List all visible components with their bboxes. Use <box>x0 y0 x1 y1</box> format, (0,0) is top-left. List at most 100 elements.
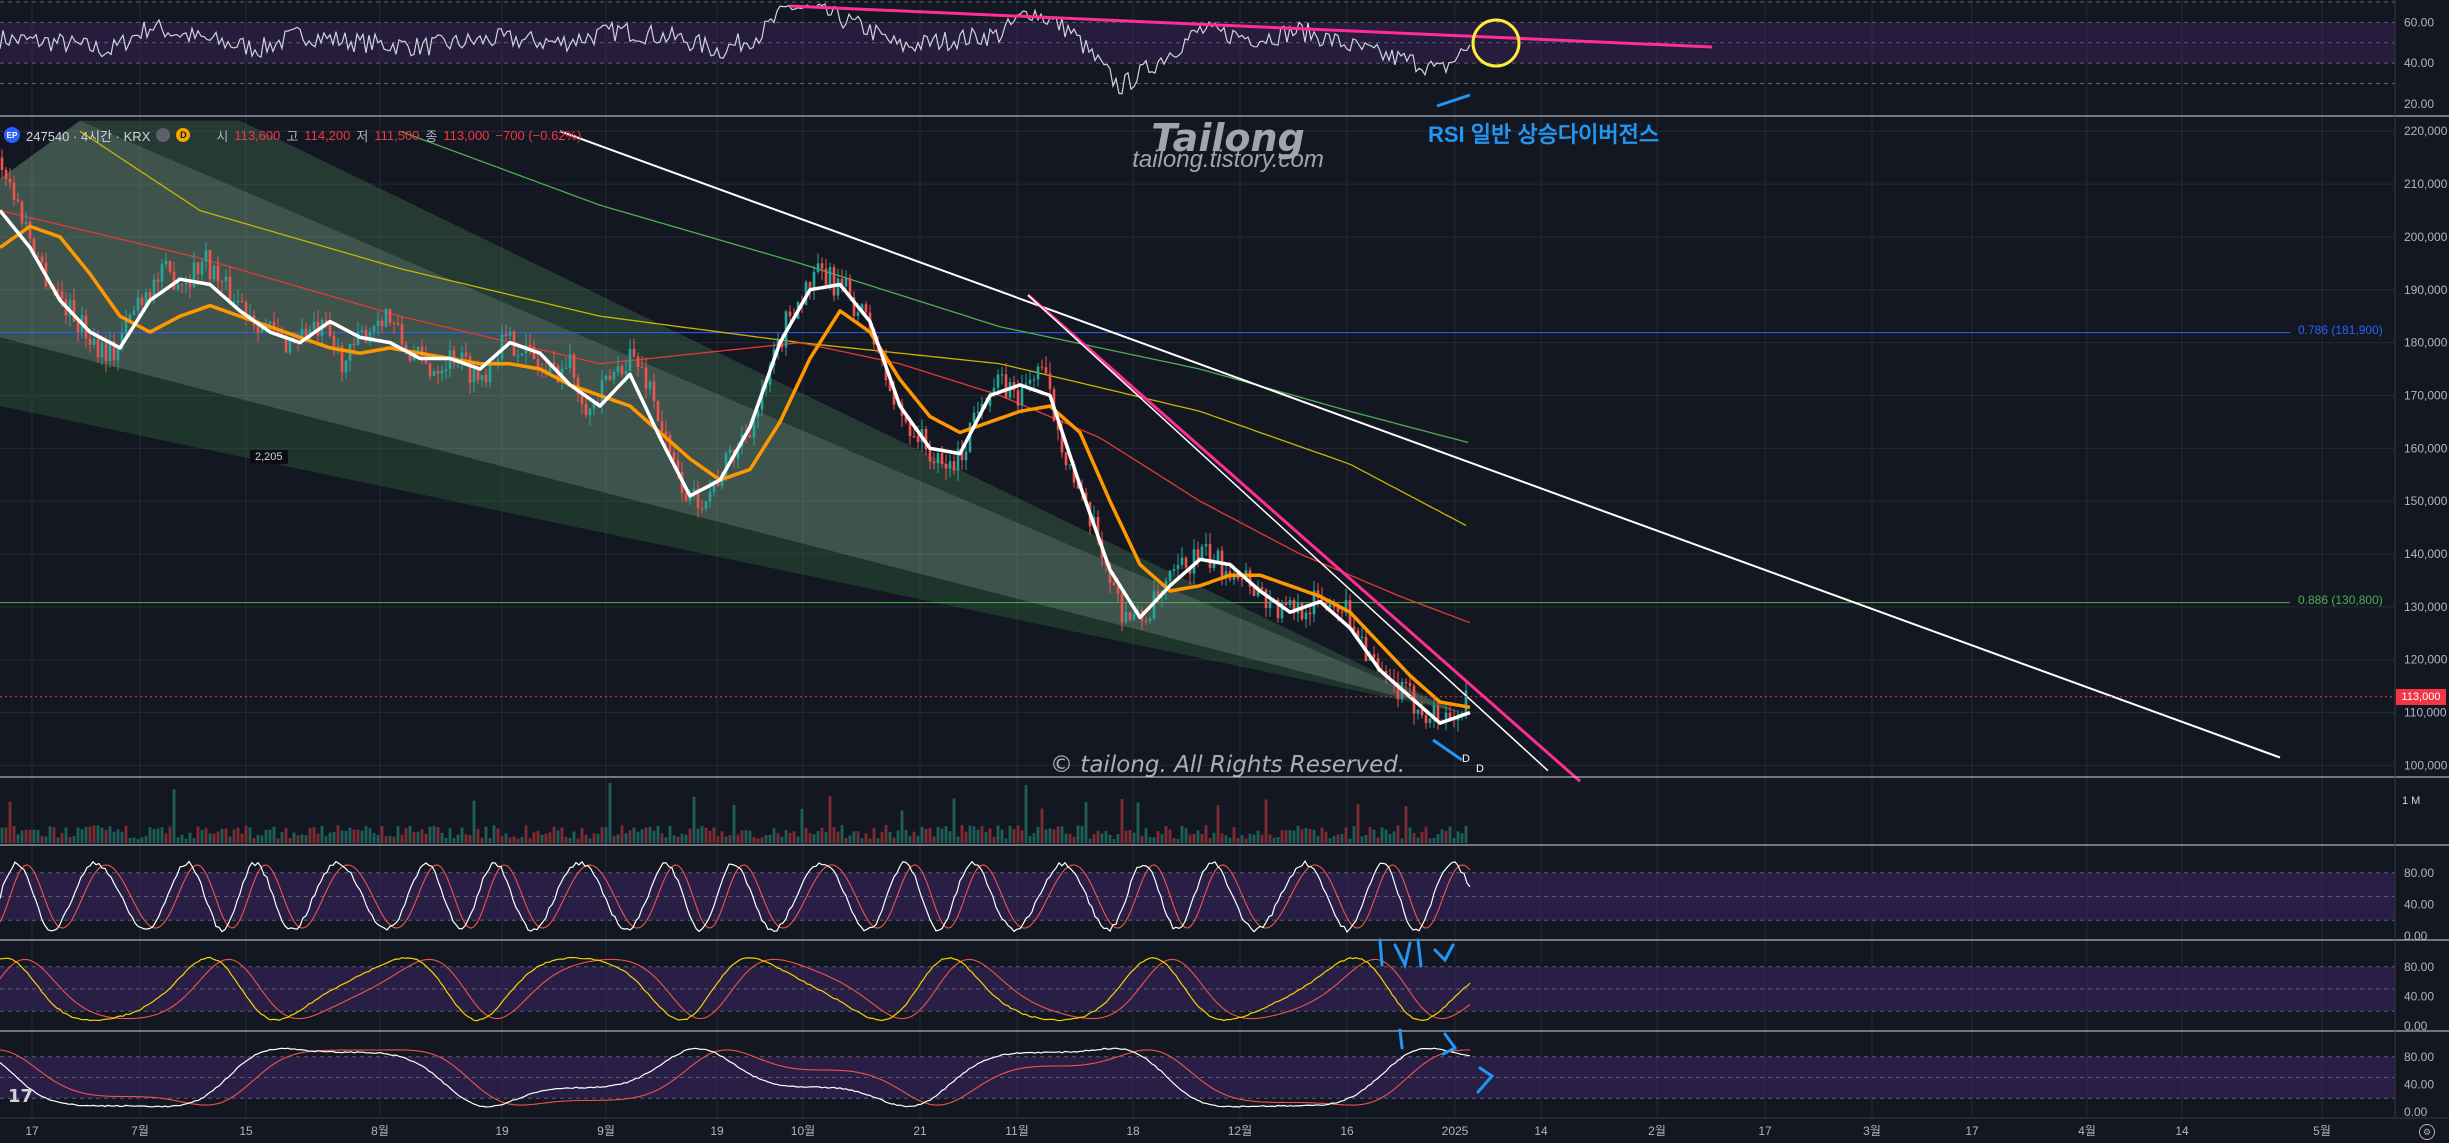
volume-bar <box>84 826 88 843</box>
candle-body <box>1036 366 1040 380</box>
candle-body <box>344 360 348 373</box>
time-axis-label: 17 <box>1758 1124 1772 1138</box>
volume-bar <box>968 825 972 843</box>
close-value: 113,000 <box>443 127 490 143</box>
volume-bar <box>844 838 848 843</box>
candle-body <box>240 301 244 303</box>
volume-bar <box>952 798 956 843</box>
volume-bar <box>88 826 92 843</box>
candle-body <box>936 453 940 464</box>
volume-bar <box>1244 838 1248 843</box>
candle-body <box>596 401 600 403</box>
stochastic-axis-label: 0.00 <box>2404 929 2428 943</box>
volume-bar <box>560 827 564 843</box>
volume-bar <box>532 832 536 843</box>
symbol-name[interactable]: 247540 · 4시간 · KRX <box>26 128 151 144</box>
candle-body <box>508 331 512 336</box>
volume-bar <box>1456 831 1460 843</box>
volume-bar <box>964 831 968 843</box>
candle-body <box>1356 630 1360 638</box>
candle-body <box>600 379 604 403</box>
candle-body <box>284 335 288 353</box>
candle-body <box>1424 715 1428 724</box>
volume-bar <box>892 837 896 843</box>
candle-body <box>48 286 52 288</box>
candle-body <box>904 415 908 422</box>
candle-body <box>940 453 944 464</box>
volume-bar <box>256 834 260 843</box>
volume-bar <box>656 825 660 843</box>
settings-icon[interactable]: ⚙ <box>2419 1124 2435 1140</box>
ma_white <box>0 209 1471 725</box>
volume-bar <box>36 830 40 843</box>
volume-bar <box>1432 837 1436 843</box>
volume-bar <box>28 829 32 843</box>
candle-body <box>56 288 60 292</box>
candle-body <box>1168 570 1172 581</box>
candle-body <box>1060 429 1064 453</box>
volume-bar <box>1364 834 1368 843</box>
volume-bar <box>784 830 788 843</box>
tradingview-logo[interactable]: 17 <box>8 1086 34 1107</box>
volume-bar <box>712 827 716 843</box>
volume-bar <box>492 825 496 843</box>
candle-body <box>1204 544 1208 547</box>
volume-bar <box>304 835 308 843</box>
candle-body <box>656 401 660 421</box>
volume-bar <box>1208 838 1212 843</box>
volume-bar <box>664 837 668 843</box>
volume-bar <box>1252 834 1256 843</box>
candle-body <box>404 344 408 351</box>
volume-bar <box>432 825 436 843</box>
time-axis-label: 2월 <box>1648 1124 1666 1138</box>
volume-bar <box>364 826 368 843</box>
candle-body <box>1124 612 1128 623</box>
volume-bar <box>108 826 112 843</box>
volume-bar <box>1152 837 1156 843</box>
volume-bar <box>436 827 440 843</box>
time-axis-label: 2025 <box>1442 1124 1469 1138</box>
candle-body <box>1264 589 1268 609</box>
volume-bar <box>1224 835 1228 843</box>
volume-bar <box>700 825 704 843</box>
volume-bar <box>1240 835 1244 843</box>
candle-body <box>996 374 1000 388</box>
candle-body <box>1252 586 1256 596</box>
volume-bar <box>1396 825 1400 843</box>
candle-body <box>40 256 44 263</box>
candle-body <box>432 371 436 377</box>
volume-bar <box>348 827 352 843</box>
symbol-legend[interactable]: EP 247540 · 4시간 · KRX D 시 113,600 고 114,20… <box>4 124 581 146</box>
volume-bar <box>960 825 964 843</box>
candle-body <box>964 451 968 461</box>
volume-bar <box>636 831 640 843</box>
candle-body <box>644 367 648 389</box>
volume-bar <box>344 830 348 843</box>
volume-bar <box>144 836 148 843</box>
rsi-trendline <box>789 4 1713 49</box>
volume-bar <box>480 837 484 843</box>
volume-bar <box>996 825 1000 843</box>
candle-body <box>1208 544 1212 568</box>
candle-body <box>620 365 624 375</box>
volume-bar <box>92 825 96 843</box>
volume-bar <box>580 828 584 843</box>
candle-body <box>168 260 172 272</box>
candle-body <box>1096 517 1100 541</box>
volume-bar <box>80 829 84 843</box>
volume-bar <box>524 825 528 843</box>
volume-bar <box>768 834 772 843</box>
volume-bar <box>672 835 676 843</box>
volume-bar <box>1400 838 1404 843</box>
candle-body <box>1260 587 1264 590</box>
volume-bar <box>120 831 124 843</box>
volume-bar <box>52 827 56 843</box>
volume-bar <box>200 829 204 843</box>
candle-body <box>184 283 188 285</box>
candle-body <box>1428 718 1432 724</box>
volume-bar <box>1256 830 1260 843</box>
volume-bar <box>1236 838 1240 843</box>
volume-bar <box>688 828 692 843</box>
price-axis-label: 200,000 <box>2404 230 2448 244</box>
